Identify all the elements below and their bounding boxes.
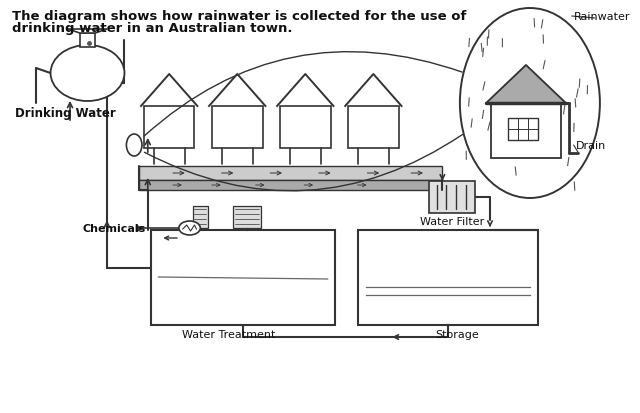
Ellipse shape — [51, 46, 124, 102]
Text: drinking water in an Australian town.: drinking water in an Australian town. — [12, 22, 292, 35]
Ellipse shape — [460, 9, 600, 199]
Bar — [212, 107, 262, 149]
Bar — [139, 166, 442, 180]
Text: The diagram shows how rainwater is collected for the use of: The diagram shows how rainwater is colle… — [12, 10, 466, 23]
Ellipse shape — [126, 135, 142, 157]
Bar — [234, 206, 260, 228]
Text: Storage: Storage — [436, 329, 479, 339]
Bar — [491, 104, 561, 159]
Bar — [429, 182, 476, 214]
Polygon shape — [68, 30, 107, 34]
Polygon shape — [486, 66, 566, 104]
Bar — [509, 119, 538, 141]
Ellipse shape — [179, 221, 200, 235]
Bar — [280, 107, 331, 149]
Bar — [150, 230, 335, 325]
Bar — [139, 180, 442, 190]
Text: Chemicals: Chemicals — [83, 223, 146, 233]
Bar — [144, 107, 195, 149]
Text: Water Treatment: Water Treatment — [182, 329, 275, 339]
Bar — [348, 107, 399, 149]
Text: Drain: Drain — [575, 141, 606, 151]
Bar — [193, 206, 208, 228]
Bar — [358, 230, 538, 325]
Text: Rainwater: Rainwater — [573, 12, 630, 22]
Text: Water Filter: Water Filter — [420, 216, 484, 226]
Bar — [80, 34, 95, 48]
Text: Drinking Water: Drinking Water — [15, 107, 115, 120]
